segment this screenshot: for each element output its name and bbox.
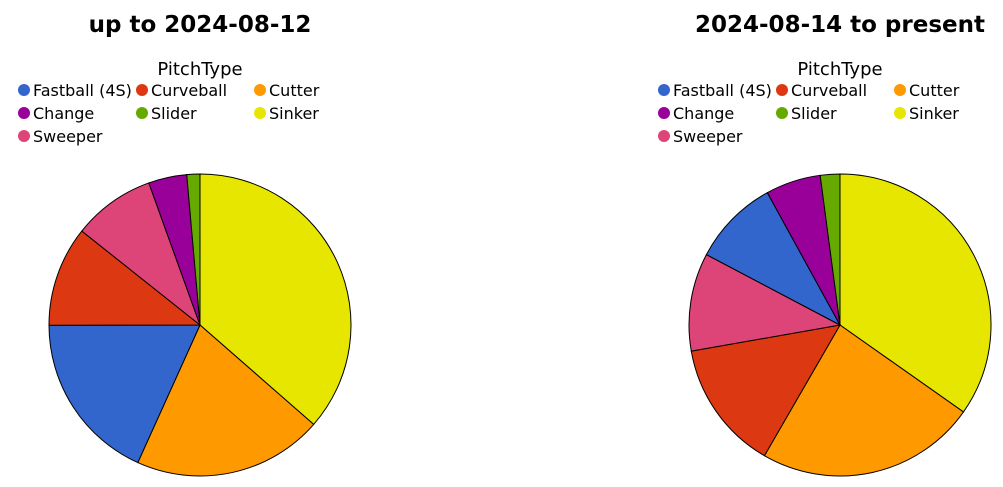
- legend-label: Slider: [151, 104, 197, 123]
- legend-item[interactable]: Sweeper: [18, 127, 103, 146]
- legend: Fastball (4S) Curveball Cutter Change Slider…: [658, 81, 960, 146]
- legend-label: Slider: [791, 104, 837, 123]
- legend-marker: [18, 130, 30, 142]
- legend-item[interactable]: Cutter: [254, 81, 320, 100]
- legend-item[interactable]: Curveball: [776, 81, 867, 100]
- legend-label: Change: [673, 104, 734, 123]
- pie-slice-cutter[interactable]: [137, 324, 315, 477]
- legend-item[interactable]: Slider: [776, 104, 837, 123]
- legend-item[interactable]: Sinker: [254, 104, 319, 123]
- legend-label: Curveball: [151, 81, 227, 100]
- legend-title: PitchType: [157, 59, 242, 80]
- pie-slice-curveball[interactable]: [690, 324, 841, 457]
- legend: Fastball (4S) Curveball Cutter Change Slider…: [18, 81, 320, 146]
- legend-label: Sweeper: [673, 127, 743, 146]
- legend-label: Fastball (4S): [33, 81, 132, 100]
- chart-title: up to 2024-08-12: [89, 12, 312, 38]
- legend-marker: [136, 84, 148, 96]
- legend-item[interactable]: Sweeper: [658, 127, 743, 146]
- legend-item[interactable]: Fastball (4S): [18, 81, 132, 100]
- legend-marker: [658, 130, 670, 142]
- legend-label: Cutter: [269, 81, 320, 100]
- pie-slice-curveball[interactable]: [48, 230, 202, 326]
- legend-label: Cutter: [909, 81, 960, 100]
- pie-slice-fastball-4s[interactable]: [48, 324, 201, 464]
- legend-item[interactable]: Change: [658, 104, 734, 123]
- pie-slice-slider[interactable]: [819, 173, 841, 326]
- legend-marker: [254, 84, 266, 96]
- legend-label: Sinker: [909, 104, 959, 123]
- legend-marker: [776, 107, 788, 119]
- legend-label: Sinker: [269, 104, 319, 123]
- pie-slice-sinker[interactable]: [199, 173, 352, 426]
- legend-item[interactable]: Curveball: [136, 81, 227, 100]
- pie-slice-sweeper[interactable]: [81, 182, 202, 327]
- legend-marker: [776, 84, 788, 96]
- legend-item[interactable]: Cutter: [894, 81, 960, 100]
- legend-item[interactable]: Sinker: [894, 104, 959, 123]
- legend-marker: [254, 107, 266, 119]
- legend-marker: [894, 107, 906, 119]
- legend-label: Fastball (4S): [673, 81, 772, 100]
- legend-label: Curveball: [791, 81, 867, 100]
- pie-slice-sinker[interactable]: [839, 173, 992, 413]
- legend-item[interactable]: Fastball (4S): [658, 81, 772, 100]
- legend-title: PitchType: [797, 59, 882, 80]
- pie-slice-slider[interactable]: [186, 173, 201, 326]
- pie-slice-cutter[interactable]: [763, 324, 965, 477]
- legend-marker: [894, 84, 906, 96]
- legend-label: Change: [33, 104, 94, 123]
- pie-slice-fastball-4s[interactable]: [705, 191, 842, 327]
- legend-marker: [18, 84, 30, 96]
- legend-item[interactable]: Slider: [136, 104, 197, 123]
- legend-label: Sweeper: [33, 127, 103, 146]
- legend-marker: [658, 84, 670, 96]
- legend-marker: [136, 107, 148, 119]
- pie-chart-0: up to 2024-08-12 PitchType Fastball (4S) Cu…: [18, 12, 352, 477]
- chart-title: 2024-08-14 to present: [695, 12, 985, 38]
- pie-slice-sweeper[interactable]: [688, 253, 842, 352]
- legend-marker: [18, 107, 30, 119]
- legend-item[interactable]: Change: [18, 104, 94, 123]
- legend-marker: [658, 107, 670, 119]
